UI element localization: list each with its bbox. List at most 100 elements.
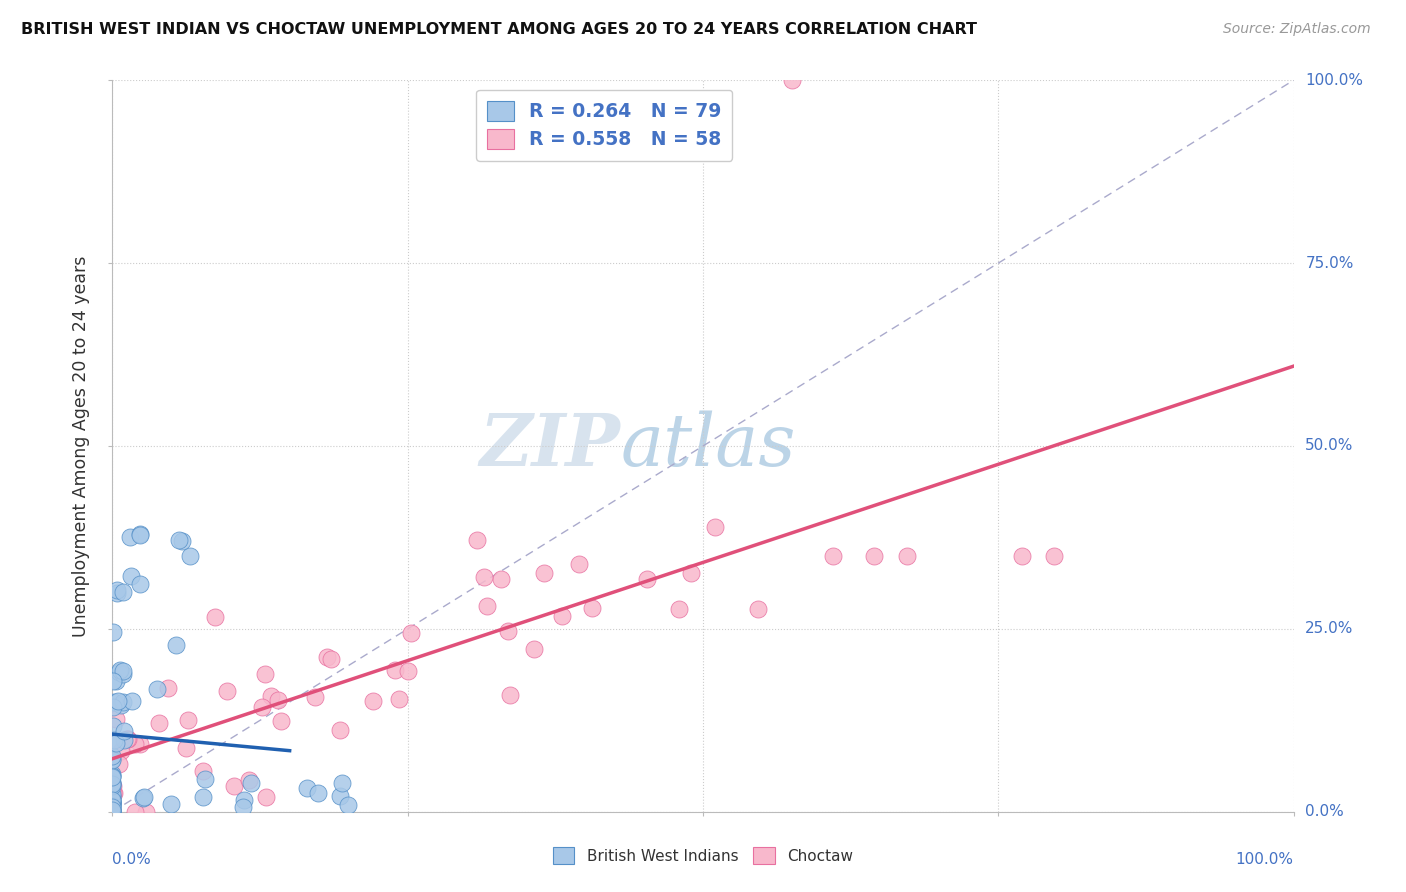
Point: [128, 526, 150, 541]
Point: [112, 695, 135, 709]
Point: [329, 723, 352, 738]
Point: [396, 664, 419, 678]
Point: [165, 638, 187, 652]
Point: [489, 572, 512, 586]
Point: [101, 804, 124, 818]
Point: [361, 694, 384, 708]
Point: [101, 779, 124, 793]
Point: [467, 533, 489, 547]
Point: [568, 558, 591, 572]
Point: [101, 787, 124, 801]
Point: [270, 714, 292, 728]
Point: [194, 772, 217, 787]
Point: [101, 769, 124, 783]
Point: [124, 737, 146, 751]
Point: [704, 520, 727, 534]
Point: [215, 684, 238, 698]
Point: [117, 732, 139, 747]
Text: BRITISH WEST INDIAN VS CHOCTAW UNEMPLOYMENT AMONG AGES 20 TO 24 YEARS CORRELATIO: BRITISH WEST INDIAN VS CHOCTAW UNEMPLOYM…: [21, 22, 977, 37]
Point: [101, 796, 124, 810]
Point: [101, 792, 124, 806]
Point: [104, 736, 127, 750]
Point: [240, 776, 263, 790]
Point: [224, 779, 246, 793]
Point: [101, 767, 124, 781]
Legend: British West Indians, Choctaw: British West Indians, Choctaw: [547, 841, 859, 870]
Point: [101, 795, 124, 809]
Point: [101, 674, 124, 689]
Point: [101, 770, 124, 784]
Point: [101, 775, 124, 789]
Point: [112, 666, 135, 681]
Point: [101, 792, 124, 806]
Point: [105, 586, 128, 600]
Point: [329, 789, 352, 804]
Point: [101, 749, 124, 764]
Point: [146, 682, 169, 697]
Point: [232, 792, 254, 806]
Point: [101, 796, 124, 810]
Point: [128, 528, 150, 542]
Point: [254, 666, 277, 681]
Point: [121, 694, 143, 708]
Point: [132, 791, 155, 805]
Point: [132, 789, 155, 804]
Point: [124, 805, 146, 819]
Point: [319, 651, 342, 665]
Point: [101, 804, 124, 818]
Point: [108, 756, 131, 771]
Point: [118, 530, 141, 544]
Point: [256, 789, 278, 804]
Point: [780, 73, 803, 87]
Point: [297, 780, 319, 795]
Point: [148, 715, 170, 730]
Point: [101, 804, 124, 818]
Point: [112, 723, 135, 738]
Point: [475, 599, 498, 614]
Point: [103, 733, 125, 747]
Point: [108, 663, 131, 677]
Point: [101, 800, 124, 814]
Point: [260, 690, 283, 704]
Point: [472, 570, 495, 584]
Point: [821, 549, 844, 563]
Point: [636, 572, 658, 586]
Point: [160, 797, 183, 812]
Point: [384, 664, 406, 678]
Point: [101, 700, 124, 714]
Point: [191, 789, 214, 804]
Point: [101, 798, 124, 813]
Text: 0.0%: 0.0%: [1305, 805, 1344, 819]
Point: [104, 712, 127, 726]
Point: [101, 802, 124, 816]
Point: [156, 681, 179, 695]
Point: [101, 789, 124, 803]
Point: [581, 601, 603, 615]
Point: [1011, 549, 1033, 563]
Y-axis label: Unemployment Among Ages 20 to 24 years: Unemployment Among Ages 20 to 24 years: [72, 255, 90, 637]
Point: [101, 779, 124, 793]
Point: [523, 642, 546, 657]
Text: 100.0%: 100.0%: [1305, 73, 1364, 87]
Point: [101, 798, 124, 813]
Text: ZIP: ZIP: [479, 410, 620, 482]
Point: [101, 796, 124, 810]
Point: [103, 695, 125, 709]
Point: [191, 764, 214, 778]
Point: [668, 602, 690, 616]
Point: [129, 737, 152, 751]
Text: Source: ZipAtlas.com: Source: ZipAtlas.com: [1223, 22, 1371, 37]
Point: [307, 786, 329, 800]
Point: [101, 769, 124, 783]
Point: [103, 786, 125, 800]
Point: [115, 732, 138, 747]
Point: [101, 793, 124, 807]
Point: [176, 741, 198, 756]
Point: [101, 719, 124, 733]
Point: [179, 549, 201, 563]
Point: [1042, 549, 1064, 563]
Point: [120, 569, 142, 583]
Point: [101, 795, 124, 809]
Point: [128, 577, 150, 591]
Point: [533, 566, 555, 580]
